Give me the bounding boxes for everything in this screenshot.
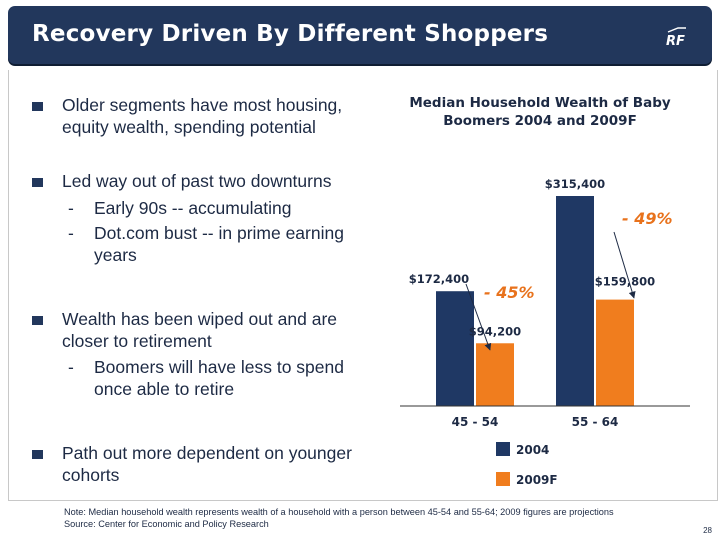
bullet-2: Led way out of past two downturns - Early… (30, 170, 390, 266)
bullet-3-sub-1: Boomers will have less to spend once abl… (94, 357, 344, 399)
slide-title: Recovery Driven By Different Shoppers (32, 21, 549, 47)
change-annotation-1: - 49% (622, 209, 673, 228)
legend-swatch-2009F (496, 472, 510, 486)
bullet-4: Path out more dependent on younger cohor… (30, 442, 390, 486)
bullet-square-icon (32, 450, 43, 459)
bullet-4-text: Path out more dependent on younger cohor… (62, 443, 352, 485)
page-number: 28 (703, 526, 712, 535)
bullet-2-text: Led way out of past two downturns (62, 171, 332, 191)
data-label-2009F-0: $94,200 (469, 324, 521, 338)
bullet-square-icon (32, 316, 43, 325)
content-frame (8, 70, 718, 501)
bar-2004-0 (436, 291, 474, 406)
data-label-2004-0: $172,400 (409, 272, 469, 286)
chart-title: Median Household Wealth of Baby Boomers … (409, 95, 671, 129)
bullet-2-sub-1: Early 90s -- accumulating (94, 198, 292, 218)
legend-label-2009F: 2009F (516, 473, 558, 487)
footnote-source: Source: Center for Economic and Policy R… (64, 519, 269, 529)
bullet-square-icon (32, 102, 43, 111)
rf-logo-icon: RF (666, 27, 686, 48)
bullet-3-text: Wealth has been wiped out and are closer… (62, 309, 338, 351)
bar-2009F-0 (476, 343, 514, 406)
legend-label-2004: 2004 (516, 443, 549, 457)
footnote: Note: Median household wealth represents… (64, 506, 614, 530)
bullet-1-text: Older segments have most housing, equity… (62, 95, 343, 137)
bar-2009F-1 (596, 299, 634, 406)
category-label-1: 55 - 64 (572, 415, 619, 429)
data-label-2004-1: $315,400 (545, 177, 605, 191)
bar-2004-1 (556, 196, 594, 406)
bullet-1: Older segments have most housing, equity… (30, 94, 390, 138)
legend-swatch-2004 (496, 442, 510, 456)
bullet-2-sub-2: Dot.com bust -- in prime earning years (94, 223, 344, 265)
slide-header: Recovery Driven By Different Shoppers RF (8, 6, 712, 64)
footnote-note: Note: Median household wealth represents… (64, 507, 614, 517)
logo-text: RF (666, 34, 685, 48)
data-label-2009F-1: $159,800 (595, 275, 655, 289)
annotation-arrow-0 (465, 283, 492, 351)
bullet-3: Wealth has been wiped out and are closer… (30, 308, 390, 400)
bullet-square-icon (32, 178, 43, 187)
annotation-arrow-1 (613, 231, 636, 299)
change-annotation-0: - 45% (484, 283, 535, 302)
category-label-0: 45 - 54 (452, 415, 499, 429)
